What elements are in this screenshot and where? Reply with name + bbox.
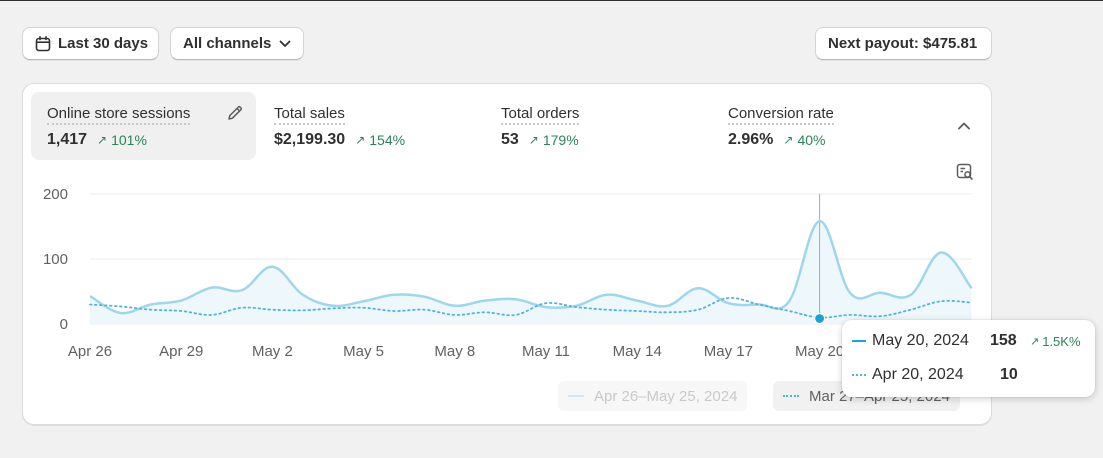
legend-solid-line-icon [568,395,584,397]
channel-label: All channels [183,35,272,52]
legend-current-period[interactable]: Apr 26–May 25, 2024 [558,381,748,411]
chevron-up-icon[interactable] [957,118,971,136]
metric-change: ↗ 154% [355,132,406,148]
metric-label: Total sales [274,106,345,125]
metric-label: Conversion rate [728,106,834,125]
metric-label: Total orders [501,106,580,125]
metric-conversion-rate[interactable]: Conversion rate 2.96% ↗ 40% [712,92,932,160]
tooltip-previous-value: 10 [1000,366,1018,383]
tooltip-row-previous: Apr 20, 2024 10 [852,366,1092,384]
metric-change: ↗ 101% [97,132,147,148]
arrow-up-right-icon: ↗ [1030,336,1040,348]
metric-value: 53 [501,131,519,148]
arrow-up-right-icon: ↗ [528,133,539,147]
channel-select[interactable]: All channels [170,27,304,60]
arrow-up-right-icon: ↗ [355,133,366,147]
tooltip-row-current: May 20, 2024 158 ↗ 1.5K% [852,332,1092,350]
solid-line-icon [852,340,866,342]
metric-total-sales[interactable]: Total sales $2,199.30 ↗ 154% [258,92,478,160]
metric-change: ↗ 40% [783,132,826,148]
date-range-label: Last 30 days [58,35,149,52]
metric-change: ↗ 179% [528,132,579,148]
next-payout-button[interactable]: Next payout: $475.81 [815,27,992,60]
metric-label: Online store sessions [47,106,191,125]
tooltip-current-change: ↗ 1.5K% [1030,334,1081,349]
next-payout-label: Next payout: $475.81 [828,35,978,52]
metric-value: 1,417 [47,131,88,148]
legend-dotted-line-icon [783,395,799,397]
tooltip-previous-date: Apr 20, 2024 [872,366,964,383]
chart-tooltip: May 20, 2024 158 ↗ 1.5K% Apr 20, 2024 10 [842,320,1095,397]
metric-value: $2,199.30 [274,131,346,148]
metric-value: 2.96% [728,131,774,148]
metric-total-orders[interactable]: Total orders 53 ↗ 179% [485,92,705,160]
legend-label: Apr 26–May 25, 2024 [594,387,738,405]
date-range-button[interactable]: Last 30 days [22,27,159,60]
arrow-up-right-icon: ↗ [97,133,108,147]
tooltip-current-value: 158 [990,332,1017,349]
chevron-down-icon [279,40,291,48]
calendar-icon [35,35,51,52]
arrow-up-right-icon: ↗ [783,133,794,147]
pencil-icon[interactable] [226,104,244,127]
tooltip-current-date: May 20, 2024 [872,332,969,349]
dotted-line-icon [852,374,866,376]
chart-search-icon[interactable] [956,163,974,186]
metric-online-store-sessions[interactable]: Online store sessions 1,417 ↗ 101% [31,92,256,160]
